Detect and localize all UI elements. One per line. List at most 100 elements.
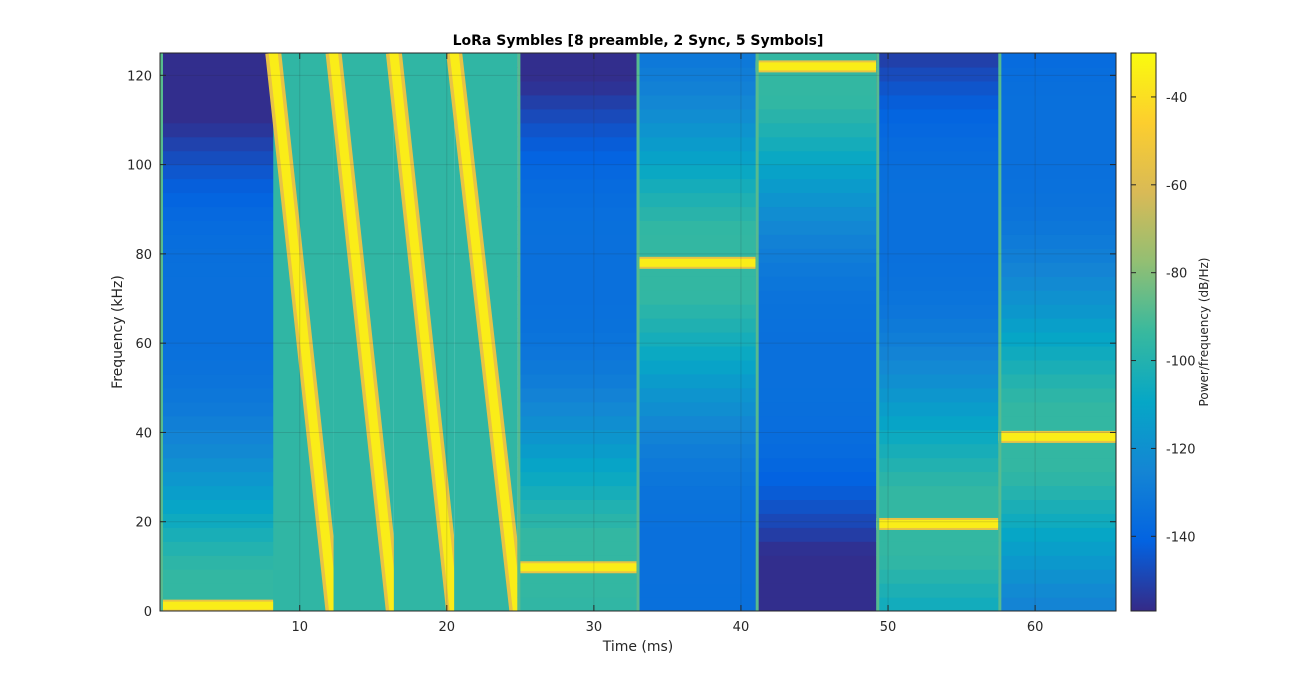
spectrum-cell xyxy=(876,304,999,319)
spectrum-cell xyxy=(160,471,274,487)
spectrum-cell xyxy=(876,262,999,277)
x-tick-label: 60 xyxy=(1027,620,1044,635)
spectrum-cell xyxy=(517,485,638,500)
spectrum-cell xyxy=(755,499,877,514)
spectrum-cell xyxy=(160,457,274,473)
spectrum-cell xyxy=(517,150,638,166)
x-tick-label: 20 xyxy=(439,620,456,635)
spectrum-cell xyxy=(517,164,638,180)
spectrum-cell xyxy=(160,108,274,124)
spectrum-cell xyxy=(876,53,999,68)
spectrum-cell xyxy=(876,164,999,180)
spectrum-cell xyxy=(636,332,757,347)
spectrum-cell xyxy=(876,108,999,124)
spectrum-cell xyxy=(755,262,877,277)
spectrum-cell xyxy=(755,192,877,208)
spectrum-cell xyxy=(998,290,1116,305)
x-tick-label: 40 xyxy=(733,620,750,635)
spectrum-cell xyxy=(998,569,1116,584)
segment-0 xyxy=(160,53,274,611)
spectrum-cell xyxy=(998,192,1116,208)
spectrum-cell xyxy=(636,513,757,528)
spectrum-cell xyxy=(755,206,877,221)
spectrum-cell xyxy=(517,178,638,194)
tone-line xyxy=(636,258,756,267)
spectrum-cell xyxy=(876,373,999,389)
spectrum-cell xyxy=(755,178,877,194)
spectrum-cell xyxy=(517,457,638,473)
spectrum-cell xyxy=(160,429,274,445)
spectrum-cell xyxy=(755,555,877,570)
spectrum-cell xyxy=(755,541,877,556)
spectrum-cell xyxy=(636,359,757,375)
spectrum-cell xyxy=(517,373,638,389)
spectrum-cell xyxy=(876,457,999,473)
segment-6 xyxy=(636,53,757,611)
spectrum-cell xyxy=(636,206,757,221)
spectrum-cell xyxy=(755,136,877,152)
spectrum-cell xyxy=(517,262,638,277)
spectrum-cell xyxy=(517,332,638,347)
spectrum-cell xyxy=(160,387,274,403)
spectrum-cell xyxy=(876,569,999,584)
spectrum-cell xyxy=(636,80,757,96)
transition-edge xyxy=(160,53,163,611)
spectrum-cell xyxy=(160,290,274,305)
spectrum-cell xyxy=(755,290,877,305)
colorbar: -40 -60 -80 -100 -120 -140 Power/frequency (d… xyxy=(1130,52,1211,612)
segment-3 xyxy=(385,53,463,611)
spectrum-cell xyxy=(517,94,638,110)
spectrum-cell xyxy=(755,457,877,473)
spectrum-cell xyxy=(636,541,757,556)
spectrum-cell xyxy=(517,318,638,333)
spectrogram-segments xyxy=(160,53,1116,611)
transition-edge xyxy=(636,53,640,611)
spectrum-cell xyxy=(517,234,638,249)
spectrum-cell xyxy=(998,206,1116,221)
spectrum-cell xyxy=(755,234,877,249)
spectrum-cell xyxy=(755,597,877,611)
spectrum-cell xyxy=(876,415,999,431)
spectrum-cell xyxy=(755,471,877,487)
spectrum-cell xyxy=(636,234,757,249)
spectrum-cell xyxy=(755,513,877,528)
x-tick-label: 50 xyxy=(880,620,897,635)
tone-line xyxy=(998,432,1116,441)
spectrum-cell xyxy=(998,66,1116,82)
spectrum-cell xyxy=(755,387,877,403)
spectrum-cell xyxy=(876,192,999,208)
spectrum-cell xyxy=(517,583,638,598)
gridlines xyxy=(160,53,1116,611)
spectrum-cell xyxy=(998,457,1116,473)
spectrum-cell xyxy=(998,276,1116,291)
spectrum-cell xyxy=(876,122,999,138)
spectrum-cell xyxy=(998,332,1116,347)
spectrum-cell xyxy=(160,527,274,542)
spectrum-cell xyxy=(876,66,999,82)
transition-edge xyxy=(755,53,759,611)
spectrum-cell xyxy=(636,373,757,389)
spectrum-cell xyxy=(998,597,1116,611)
spectrum-cell xyxy=(517,53,638,68)
spectrum-cell xyxy=(876,332,999,347)
spectrum-cell xyxy=(998,499,1116,514)
colorbar-tick-label: -140 xyxy=(1166,530,1196,545)
spectrum-cell xyxy=(517,248,638,263)
spectrum-cell xyxy=(160,555,274,570)
spectrum-cell xyxy=(636,304,757,319)
spectrum-cell xyxy=(876,220,999,235)
x-axis: 10 20 30 40 50 60 xyxy=(291,53,1043,635)
chirp-line xyxy=(268,53,339,611)
spectrum-cell xyxy=(160,122,274,138)
spectrum-cell xyxy=(517,499,638,514)
transition-edge xyxy=(876,53,880,611)
tone-line xyxy=(517,563,637,572)
spectrum-cell xyxy=(876,345,999,361)
spectrum-cell xyxy=(876,541,999,556)
y-axis-label: Frequency (kHz) xyxy=(110,275,126,389)
spectrum-cell xyxy=(755,415,877,431)
x-axis-label: Time (ms) xyxy=(602,639,674,655)
colorbar-tick-label: -60 xyxy=(1166,179,1187,194)
spectrum-cell xyxy=(876,443,999,459)
